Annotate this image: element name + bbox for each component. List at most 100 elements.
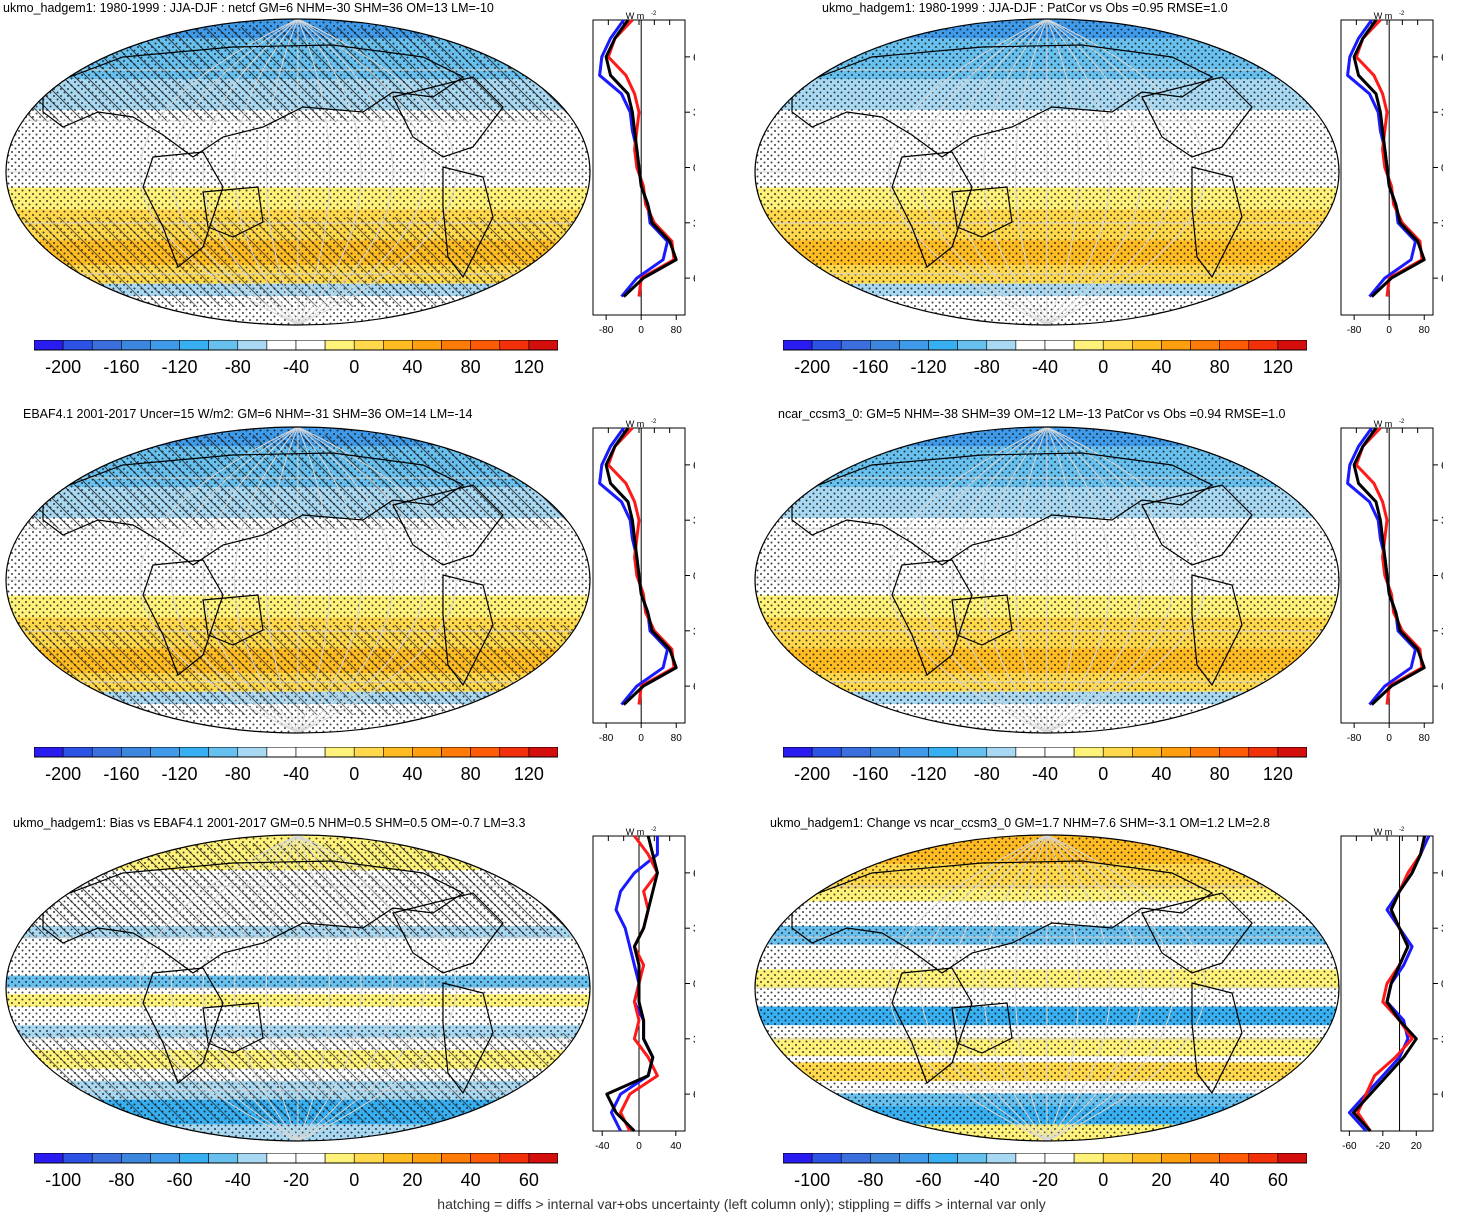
colorbar-label: 120 <box>1263 357 1293 377</box>
colorbar-swatch <box>121 339 151 351</box>
colorbar-swatch <box>899 339 929 351</box>
panel-title-2: ukmo_hadgem1: 1980-1999 : JJA-DJF : PatC… <box>822 1 1228 15</box>
colorbar-swatch <box>383 746 413 758</box>
colorbar-swatch <box>1161 339 1191 351</box>
colorbar-swatch <box>1015 339 1046 351</box>
colorbar-label: -60 <box>167 1170 193 1190</box>
lat-tick-label: 30S <box>1441 626 1443 638</box>
colorbar-swatch <box>353 746 384 758</box>
lat-tick-label: 0 <box>1441 571 1443 583</box>
colorbar-swatch <box>840 746 871 758</box>
colorbar-swatch <box>324 746 355 758</box>
colorbar-swatch <box>811 1152 842 1164</box>
colorbar-label: -100 <box>794 1170 830 1190</box>
unit-sup: -2 <box>1399 827 1405 833</box>
colorbar-swatch <box>1161 746 1191 758</box>
colorbar-swatch <box>383 339 413 351</box>
colorbar-swatch <box>121 1152 151 1164</box>
lat-tick-label: 30N <box>1441 923 1443 935</box>
map-outline <box>754 834 1340 1142</box>
lat-tick-label: 60N <box>1441 868 1443 880</box>
lat-tick-label: 60S <box>693 681 695 693</box>
colorbar-swatch <box>208 746 239 758</box>
colorbar-swatch <box>840 339 871 351</box>
colorbar-swatch <box>782 339 813 351</box>
colorbar-swatch <box>986 339 1017 351</box>
colorbar-swatch <box>1102 746 1133 758</box>
colorbar-swatch <box>928 1152 958 1164</box>
colorbar-swatch <box>1277 746 1308 758</box>
zonal-plot-4: W m -2 60N 30N 0 30S 60S -80 0 80 <box>1338 418 1461 744</box>
value-tick-label: -20 <box>1376 1141 1391 1152</box>
map-outline <box>754 426 1340 734</box>
value-tick-label: -80 <box>599 733 614 744</box>
colorbar-swatch <box>528 339 559 351</box>
colorbar-label: 80 <box>461 357 481 377</box>
unit-label: W m <box>1374 419 1393 429</box>
zonal-plot-2: W m -2 60N 30N 0 30S 60S -80 0 80 <box>1338 10 1461 336</box>
map-panel-4 <box>752 425 1342 735</box>
colorbar-swatch <box>1277 339 1308 351</box>
colorbar-label: -160 <box>852 764 888 784</box>
colorbar-swatch <box>1161 1152 1191 1164</box>
colorbar-swatch <box>1132 339 1162 351</box>
panel-title-4: ncar_ccsm3_0: GM=5 NHM=-38 SHM=39 OM=12 … <box>778 407 1286 421</box>
colorbar-swatch <box>1248 1152 1279 1164</box>
colorbar-swatch <box>237 746 268 758</box>
map-panel-5 <box>3 833 593 1143</box>
colorbar-swatch <box>91 746 122 758</box>
colorbar-swatch <box>1102 339 1133 351</box>
lat-tick-label: 30S <box>693 626 695 638</box>
value-tick-label: 0 <box>636 1141 642 1152</box>
lat-tick-label: 0 <box>693 979 695 991</box>
colorbar-swatch <box>1190 746 1220 758</box>
colorbar-swatch <box>499 746 530 758</box>
colorbar-swatch <box>412 339 442 351</box>
value-tick-label: 20 <box>1411 1141 1423 1152</box>
colorbar-swatch <box>179 746 209 758</box>
colorbar-swatch <box>295 339 326 351</box>
unit-sup: -2 <box>1399 11 1405 17</box>
colorbar-swatch <box>782 746 813 758</box>
colorbar-swatch <box>33 339 64 351</box>
colorbar-swatch <box>870 339 900 351</box>
map-panel-2 <box>752 17 1342 327</box>
colorbar-label: 0 <box>1098 1170 1108 1190</box>
colorbar-swatch <box>957 1152 988 1164</box>
colorbar-label: 120 <box>514 357 544 377</box>
colorbar-swatch <box>1044 1152 1075 1164</box>
colorbar-label: -60 <box>916 1170 942 1190</box>
colorbar-label: 120 <box>1263 764 1293 784</box>
colorbar-swatch <box>412 1152 442 1164</box>
colorbar-swatch <box>870 1152 900 1164</box>
colorbar-swatch <box>1132 1152 1162 1164</box>
value-tick-label: -40 <box>595 1141 610 1152</box>
colorbar-label: 40 <box>1151 764 1171 784</box>
colorbar-swatch <box>237 1152 268 1164</box>
footnote: hatching = diffs > internal var+obs unce… <box>437 1196 1046 1212</box>
colorbar-label: 40 <box>1151 357 1171 377</box>
lat-tick-label: 30N <box>1441 515 1443 527</box>
colorbar-swatch <box>470 1152 501 1164</box>
lat-tick-label: 30S <box>693 218 695 230</box>
colorbar-swatch <box>62 1152 93 1164</box>
map-panel-6 <box>752 833 1342 1143</box>
colorbar-swatch <box>1248 746 1279 758</box>
zonal-line-black <box>605 835 659 1133</box>
lat-tick-label: 60N <box>693 868 695 880</box>
colorbar-label: -120 <box>162 764 198 784</box>
value-tick-label: 80 <box>671 325 683 336</box>
colorbar-swatch <box>1219 746 1250 758</box>
colorbar-label: -100 <box>45 1170 81 1190</box>
colorbar-swatch <box>1073 1152 1104 1164</box>
colorbar-swatch <box>470 746 501 758</box>
zonal-line-black <box>604 19 678 298</box>
colorbar-label: 0 <box>1098 357 1108 377</box>
colorbar-swatch <box>91 1152 122 1164</box>
colorbar-swatch <box>324 339 355 351</box>
lat-tick-label: 30S <box>693 1034 695 1046</box>
zonal-plot-5: W m -2 60N 30N 0 30S 60S -40 0 40 <box>590 826 713 1152</box>
colorbar-swatch <box>266 1152 297 1164</box>
colorbar-label: -40 <box>283 357 309 377</box>
colorbar-swatch <box>1044 339 1075 351</box>
